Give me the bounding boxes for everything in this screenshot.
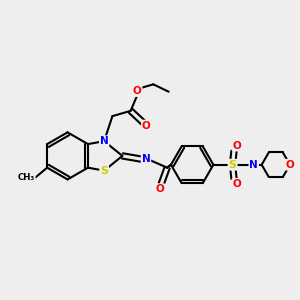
Text: O: O (232, 141, 241, 151)
Text: O: O (232, 179, 241, 189)
Text: O: O (155, 184, 164, 194)
Text: CH₃: CH₃ (18, 173, 35, 182)
Text: N: N (249, 160, 258, 170)
Text: S: S (100, 166, 108, 176)
Text: O: O (142, 121, 151, 130)
Text: N: N (100, 136, 109, 146)
Text: S: S (229, 160, 236, 170)
Text: O: O (286, 160, 294, 170)
Text: N: N (142, 154, 150, 164)
Text: O: O (133, 86, 142, 96)
